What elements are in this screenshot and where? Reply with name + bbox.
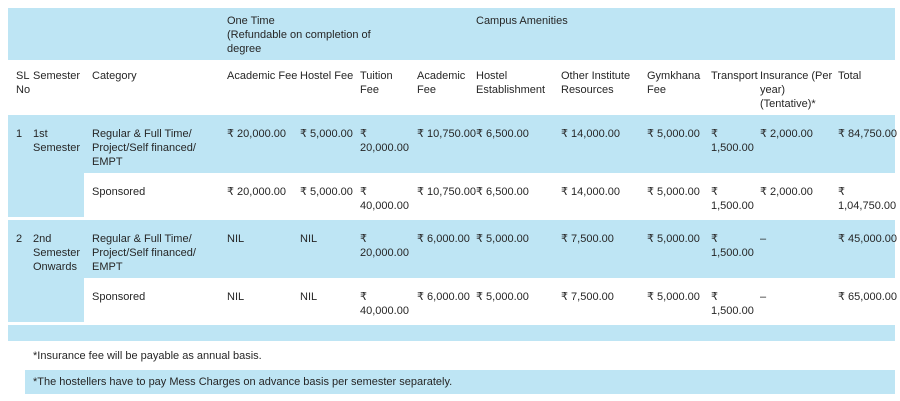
notes-section: *Insurance fee will be payable as annual…	[25, 341, 895, 401]
fee-table: One Time (Refundable on completion of de…	[8, 8, 897, 341]
group-header-campus-amenities: Campus Amenities	[468, 8, 896, 60]
note-sc-st: Note: SC / ST students are not required …	[25, 394, 895, 401]
cell-other-institute-resources: ₹ 7,500.00	[553, 278, 639, 322]
cell-sl-no: 2	[8, 220, 25, 322]
cell-transport: ₹ 1,500.00	[703, 220, 754, 278]
cell-academic-fee: ₹ 10,750.00	[409, 173, 476, 217]
note-mess-charges: *The hostellers have to pay Mess Charges…	[25, 370, 895, 394]
cell-academic-fee-one-time: NIL	[219, 278, 292, 322]
cell-hostel-establishment: ₹ 5,000.00	[468, 220, 553, 278]
col-header-hostel-establishment: Hostel Establishment	[476, 70, 546, 96]
col-header-academic-fee: Academic Fee	[417, 70, 466, 96]
cell-semester: 1st Semester	[25, 115, 84, 217]
cell-hostel-fee: ₹ 5,000.00	[292, 173, 353, 217]
cell-academic-fee-one-time: ₹ 20,000.00	[219, 115, 292, 173]
cell-hostel-establishment: ₹ 5,000.00	[468, 278, 553, 322]
cell-category: Sponsored	[84, 278, 219, 322]
group-header-spacer-mid	[352, 8, 468, 60]
table-row-regular-sem1: 1 1st Semester Regular & Full Time/ Proj…	[8, 115, 897, 217]
cell-insurance: ₹ 2,000.00	[752, 173, 830, 217]
group-header-one-time: One Time (Refundable on completion of de…	[219, 8, 371, 60]
cell-tuition-fee: ₹ 40,000.00	[352, 173, 409, 217]
cell-tuition-fee: ₹ 20,000.00	[352, 115, 409, 173]
cell-academic-fee: ₹ 10,750.00	[409, 115, 476, 173]
row-separator	[8, 217, 896, 220]
cell-total: ₹ 45,000.00	[830, 220, 897, 278]
cell-total: ₹ 84,750.00	[830, 115, 897, 173]
cell-academic-fee-one-time: ₹ 20,000.00	[219, 173, 292, 217]
cell-academic-fee: ₹ 6,000.00	[409, 278, 470, 322]
group-header-spacer-left	[8, 8, 219, 60]
table-row-sponsored-sem2: Sponsored NIL NIL ₹ 40,000.00 ₹ 6,000.00…	[8, 278, 897, 322]
cell-tuition-fee: ₹ 20,000.00	[352, 220, 409, 278]
cell-gymkhana-fee: ₹ 5,000.00	[639, 220, 703, 278]
cell-gymkhana-fee: ₹ 5,000.00	[639, 278, 703, 322]
table-row-regular-sem2: 2 2nd Semester Onwards Regular & Full Ti…	[8, 220, 897, 322]
table-row-sponsored-sem1: Sponsored ₹ 20,000.00 ₹ 5,000.00 ₹ 40,00…	[8, 173, 896, 217]
table-bottom-band	[8, 325, 896, 341]
cell-insurance: –	[752, 278, 830, 322]
col-header-semester: Semester	[33, 70, 81, 82]
col-header-gymkhana-fee: Gymkhana Fee	[647, 70, 701, 96]
cell-transport: ₹ 1,500.00	[703, 278, 754, 322]
cell-hostel-establishment: ₹ 6,500.00	[468, 173, 553, 217]
cell-semester: 2nd Semester Onwards	[25, 220, 84, 322]
cell-hostel-fee: NIL	[292, 220, 352, 278]
cell-total: ₹ 65,000.00	[830, 278, 897, 322]
cell-other-institute-resources: ₹ 14,000.00	[553, 115, 639, 173]
cell-academic-fee: ₹ 6,000.00	[409, 220, 470, 278]
col-header-transport: Transport	[711, 70, 758, 82]
cell-other-institute-resources: ₹ 14,000.00	[553, 173, 639, 217]
cell-tuition-fee: ₹ 40,000.00	[352, 278, 409, 322]
cell-total: ₹ 1,04,750.00	[830, 173, 896, 217]
cell-hostel-fee: ₹ 5,000.00	[292, 115, 353, 173]
cell-hostel-establishment: ₹ 6,500.00	[468, 115, 553, 173]
cell-academic-fee-one-time: NIL	[219, 220, 292, 278]
cell-category: Regular & Full Time/ Project/Self financ…	[84, 220, 219, 278]
cell-category: Regular & Full Time/ Project/Self financ…	[84, 115, 219, 173]
col-header-hostel-fee: Hostel Fee	[300, 70, 354, 82]
col-header-tuition-fee: Tuition Fee	[360, 70, 393, 96]
cell-category: Sponsored	[84, 173, 219, 217]
cell-gymkhana-fee: ₹ 5,000.00	[639, 173, 703, 217]
cell-transport: ₹ 1,500.00	[703, 173, 754, 217]
note-insurance: *Insurance fee will be payable as annual…	[25, 341, 895, 370]
cell-gymkhana-fee: ₹ 5,000.00	[639, 115, 703, 173]
row-separator	[8, 322, 896, 325]
col-header-category: Category	[92, 70, 137, 82]
col-header-insurance: Insurance (Per year) (Tentative)*	[760, 70, 833, 110]
cell-other-institute-resources: ₹ 7,500.00	[553, 220, 639, 278]
cell-insurance: –	[752, 220, 830, 278]
col-header-other-institute-resources: Other Institute Resources	[561, 70, 631, 96]
cell-sl-no: 1	[8, 115, 25, 217]
cell-transport: ₹ 1,500.00	[703, 115, 754, 173]
cell-hostel-fee: NIL	[292, 278, 352, 322]
column-header-row: SL No Semester Category Academic Fee Hos…	[8, 60, 895, 115]
col-header-academic-fee-one-time: Academic Fee	[227, 70, 298, 82]
group-header-row: One Time (Refundable on completion of de…	[8, 8, 896, 60]
col-header-total: Total	[838, 70, 862, 82]
cell-insurance: ₹ 2,000.00	[752, 115, 830, 173]
col-header-sl-no: SL No	[16, 70, 31, 96]
